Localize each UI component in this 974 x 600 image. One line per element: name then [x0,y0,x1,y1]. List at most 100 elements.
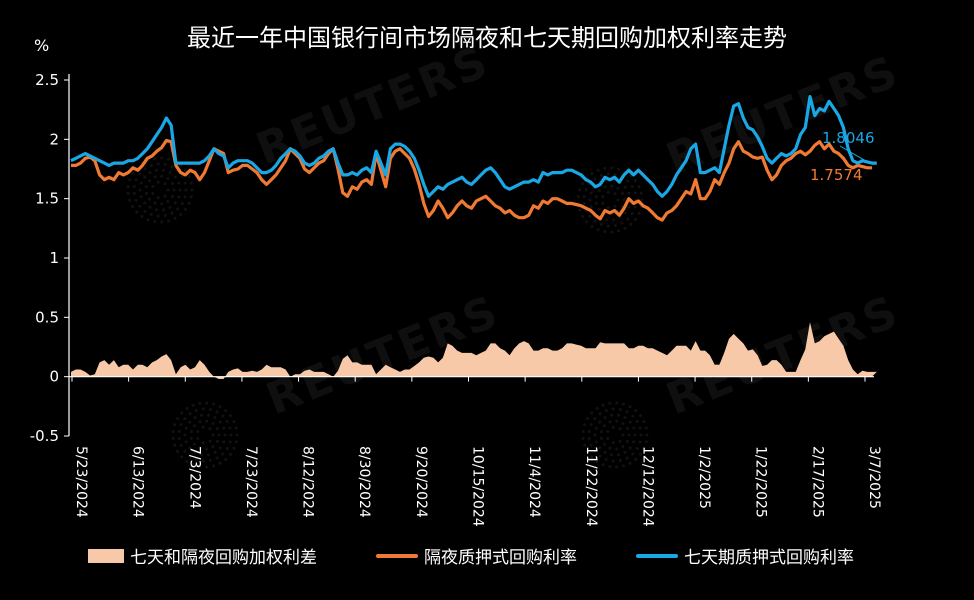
watermark-logo-dot [601,463,605,467]
watermark-logo-dot [613,204,617,208]
watermark-logo-dot [578,188,582,192]
watermark-logo-dot [594,426,598,430]
watermark-logo-dot [232,420,236,424]
watermark-logo-dot [201,407,205,411]
watermark-logo-dot [188,420,192,424]
watermark-logo-dot [183,169,187,173]
watermark-logo-dot [170,195,174,199]
watermark-logo-dot [160,156,164,160]
watermark-logo-dot [589,191,593,195]
watermark-logo-dot [198,401,202,405]
watermark-logo-dot [178,188,182,192]
y-tick-label: 1 [49,249,59,267]
watermark-logo-dot [135,210,139,214]
watermark-logo-dot [632,426,636,430]
watermark-logo-dot [623,450,627,454]
watermark-logo-dot [144,185,148,189]
watermark-logo-dot [626,217,630,221]
x-tick-label: 8/30/2024 [356,446,372,518]
watermark-logo-dot [148,179,152,183]
watermark-logo-dot [215,410,219,414]
watermark-logo-dot [578,208,582,212]
watermark-logo-dot [191,463,195,467]
watermark-logo-dot [167,157,171,161]
watermark-logo-dot [193,424,197,428]
watermark-logo-dot [616,186,620,190]
legend-item-spread: 七天和隔夜回购加权利差 [88,543,317,568]
watermark-logo-dot [593,449,597,453]
watermark-logo-dot [143,209,147,213]
watermark-logo-dot [218,446,222,450]
series-lines-layer [70,95,877,222]
watermark-logo-dot [183,207,187,211]
watermark-logo-dot [179,443,183,447]
watermark-logo-dot [223,433,227,437]
watermark-logo-dot [613,192,617,196]
watermark-logo-dot [587,437,591,441]
watermark-logo-dot [615,419,619,423]
watermark-logo-dot [198,465,202,469]
watermark-logo-dot [180,411,184,415]
watermark-logo-dot [608,401,612,405]
watermark-logo-dot [618,458,622,462]
watermark-logo-dot [153,156,157,160]
watermark-logo-dot [156,180,160,184]
labels-layer: 1.8046 1.7574 [810,129,875,184]
watermark-logo-dot [187,175,191,179]
watermark-logo-dot [638,440,642,444]
watermark-logo-dot [138,172,142,176]
watermark-logo-dot [593,433,597,437]
watermark-logo-dot [603,424,607,428]
watermark-logo-dot [179,164,183,168]
watermark-logo-dot [638,414,642,418]
spread-area-layer [71,322,877,379]
watermark-logo-dot [215,426,219,430]
watermark-logo-dot [188,412,192,416]
watermark-logo-dot [183,417,187,421]
watermark-logo-dot [225,419,229,423]
watermark-logo-dot [585,220,589,224]
watermark-logo-dot [153,201,157,205]
watermark-logo-dot [193,416,197,420]
watermark-logo-dot [613,173,617,177]
watermark-logo-dot [603,450,607,454]
watermark-logo-dot [179,212,183,216]
watermark-logo-dot [189,195,193,199]
watermark-logo-dot [603,185,607,189]
watermark-logo-dot [625,440,629,444]
watermark-logo-dot [639,191,643,195]
watermark-logo-dot [615,447,619,451]
watermark-logo-dot [623,185,627,189]
watermark-logo-dot [153,220,157,224]
watermark-logo-dot [185,459,189,463]
watermark-logo-dot [625,410,629,414]
x-tick-label: 3/7/2025 [866,446,882,509]
watermark-logo-dot [198,420,202,424]
watermark-logo-dot [601,195,605,199]
watermark-logo-dot [191,403,195,407]
watermark-logo-dot [586,449,590,453]
watermark-logo-dot [622,402,626,406]
x-tick-label: 7/3/2024 [186,446,202,509]
y-tick-label: 2 [49,130,59,148]
legend: 七天和隔夜回购加权利差 隔夜质押式回购利率 七天期质押式回购利率 [0,543,974,568]
watermark-logo-dot [205,419,209,423]
x-tick-label: 2/17/2025 [809,446,825,518]
watermark-logo-dot [222,440,226,444]
watermark-logo-dot [623,211,627,215]
watermark-logo-dot [166,200,170,204]
end-label-overnight: 1.7574 [810,166,863,184]
watermark-logo-dot [160,220,164,224]
watermark-logo-dot [610,166,614,170]
watermark-logo-dot [623,416,627,420]
watermark-logo-dot [625,426,629,430]
watermark-logo-dot [633,433,637,437]
watermark-logo-dot [208,458,212,462]
watermark-logo-dot [595,459,599,463]
watermark-logo-dot [143,201,147,205]
watermark-logo-dot [617,229,621,233]
watermark-logo-dot [628,420,632,424]
watermark-logo-dot [621,433,625,437]
watermark-logo-dot [218,420,222,424]
watermark-logo-dot [603,230,607,234]
